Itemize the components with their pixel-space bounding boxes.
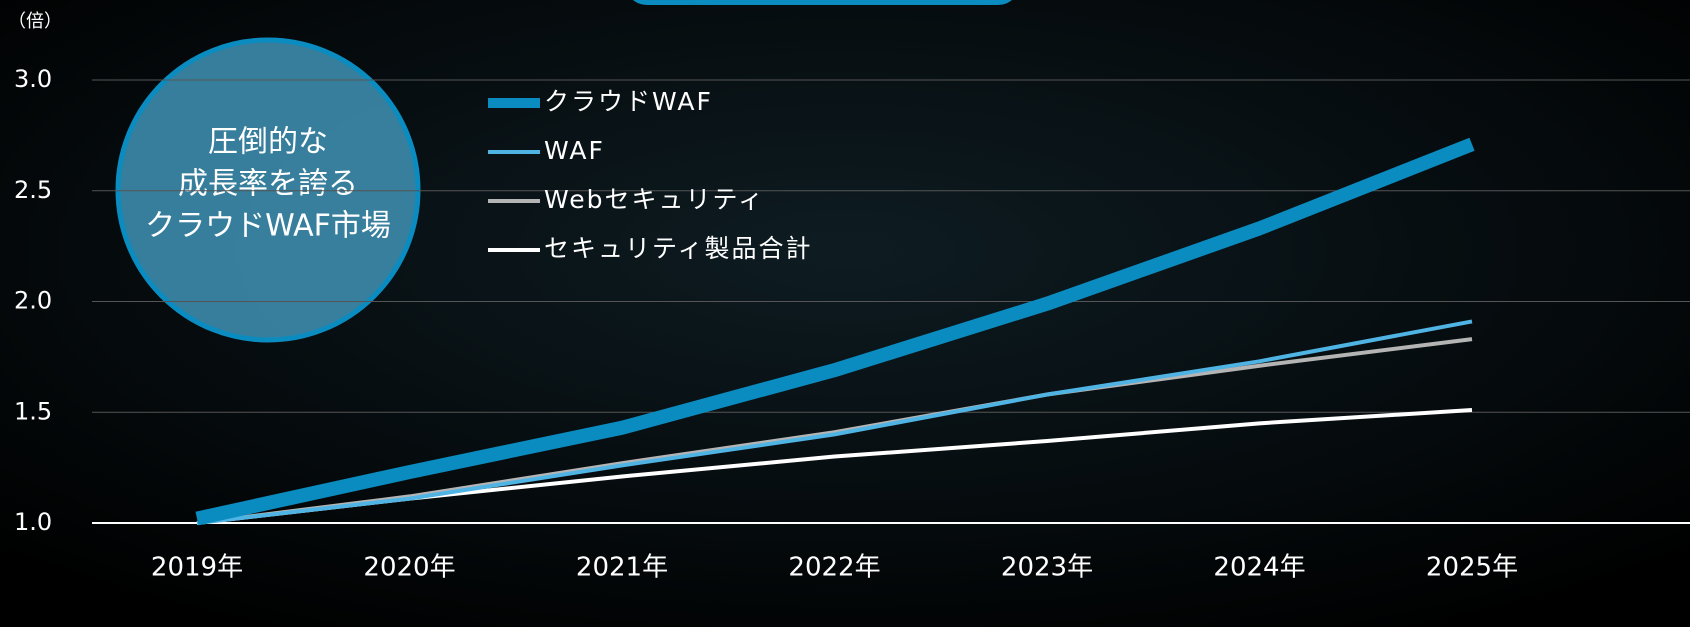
callout-text: 圧倒的な (208, 125, 328, 160)
y-tick-label: 3.0 (14, 65, 52, 93)
series-line (195, 137, 1475, 526)
x-tick-label: 2025年 (1426, 553, 1518, 583)
x-tick-label: 2022年 (788, 553, 880, 583)
x-tick-label: 2019年 (151, 553, 243, 583)
y-tick-label: 1.0 (14, 508, 52, 536)
y-tick-label: 2.0 (14, 287, 52, 315)
x-tick-label: 2023年 (1001, 553, 1093, 583)
legend-label: セキュリティ製品合計 (544, 234, 813, 263)
legend-label: Webセキュリティ (544, 185, 765, 214)
y-tick-label: 2.5 (14, 176, 52, 204)
y-axis-unit: （倍） (8, 11, 62, 32)
top-banner (633, 0, 1012, 5)
plot-area: 1.0 1.5 2.0 2.5 3.0 2019年 2020年 2021年 2022年 2023年… (14, 65, 1690, 583)
legend-label: WAF (544, 136, 605, 165)
y-tick-label: 1.5 (14, 397, 52, 425)
x-tick-label: 2024年 (1213, 553, 1305, 583)
series-line (196, 337, 1473, 525)
x-tick-label: 2021年 (576, 553, 668, 583)
series-line (196, 319, 1473, 525)
legend-label: クラウドWAF (544, 87, 713, 116)
callout-text: クラウドWAF市場 (145, 209, 391, 244)
callout-text: 成長率を誇る (178, 167, 358, 202)
callout-circle (115, 37, 421, 343)
x-tick-label: 2020年 (363, 553, 455, 583)
